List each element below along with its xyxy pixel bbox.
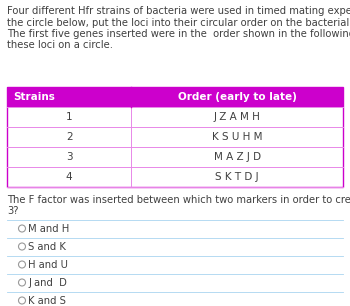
Text: K S U H M: K S U H M: [212, 132, 262, 142]
Text: J and  D: J and D: [28, 278, 67, 288]
Text: The first five genes inserted were in the  order shown in the following table. M: The first five genes inserted were in th…: [7, 29, 350, 39]
Text: 2: 2: [66, 132, 72, 142]
Text: 3?: 3?: [7, 207, 19, 217]
Text: Strains: Strains: [13, 92, 55, 102]
Bar: [7, 87, 343, 107]
Text: H and U: H and U: [28, 259, 69, 270]
Text: 4: 4: [66, 172, 72, 182]
Text: M A Z J D: M A Z J D: [214, 152, 261, 162]
Text: The F factor was inserted between which two markers in order to create Hfr strai: The F factor was inserted between which …: [7, 195, 350, 205]
Text: these loci on a circle.: these loci on a circle.: [7, 40, 113, 50]
Text: S K T D J: S K T D J: [215, 172, 259, 182]
Text: K and S: K and S: [28, 296, 66, 305]
Text: Four different Hfr strains of bacteria were used in timed mating experiments.  O: Four different Hfr strains of bacteria w…: [7, 6, 350, 16]
Bar: [7, 87, 343, 187]
Text: the circle below, put the loci into their circular order on the bacterial chromo: the circle below, put the loci into thei…: [7, 17, 350, 28]
Text: J Z A M H: J Z A M H: [214, 112, 261, 122]
Text: M and H: M and H: [28, 223, 70, 233]
Text: S and K: S and K: [28, 241, 66, 252]
Text: 3: 3: [66, 152, 72, 162]
Text: 1: 1: [66, 112, 72, 122]
Text: Order (early to late): Order (early to late): [178, 92, 296, 102]
